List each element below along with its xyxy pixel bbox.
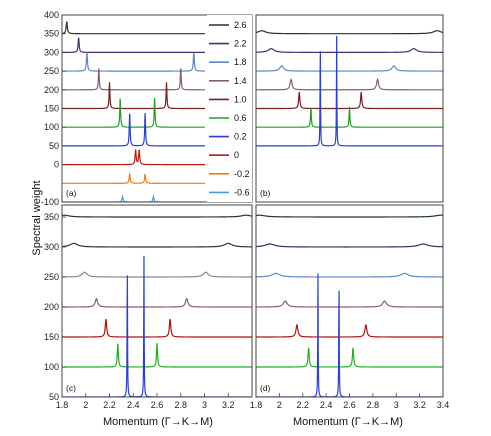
x-tick-label: 2.8 — [174, 400, 187, 410]
panel-frame — [255, 204, 444, 398]
x-tick-label: 2.6 — [343, 400, 356, 410]
x-tick-label: 2.4 — [127, 400, 140, 410]
panel-a: -100 0 50 100 150 200 250 300 350 400 (a) 2.6 2.2 1.8… — [41, 10, 253, 207]
series-line-d-4 — [256, 323, 443, 338]
y-tick-label: -100 — [41, 197, 59, 207]
panel-frame — [255, 14, 444, 203]
series-line-a-8 — [62, 172, 205, 184]
legend-entry: 1.8 — [234, 57, 247, 67]
y-axis-label: Spectral weight — [31, 180, 43, 255]
y-tick-label: 350 — [44, 29, 59, 39]
y-tick-label: 150 — [44, 104, 59, 114]
panel-label: (c) — [66, 383, 76, 393]
legend-entry: -0.2 — [234, 169, 250, 179]
series-line-d-3 — [256, 300, 443, 308]
series-line-a-6 — [62, 112, 205, 147]
series-line-c-2 — [62, 271, 252, 278]
x-tick-label: 3 — [394, 400, 399, 410]
legend-entry: 0 — [234, 150, 239, 160]
x-tick-label: 2.8 — [367, 400, 380, 410]
series-line-c-5 — [62, 342, 252, 368]
y-tick-label: 300 — [44, 242, 59, 252]
series-line-b-0 — [256, 30, 443, 35]
series-line-b-5 — [256, 106, 443, 128]
series-line-c-3 — [62, 297, 252, 308]
series-line-b-2 — [256, 65, 443, 72]
y-tick-label: 200 — [44, 302, 59, 312]
x-tick-label: 3.2 — [413, 400, 426, 410]
y-tick-label: 100 — [44, 362, 59, 372]
legend-entry: 1.4 — [234, 76, 247, 86]
series-line-c-4 — [62, 318, 252, 338]
series-line-b-1 — [256, 48, 443, 53]
legend: 2.6 2.2 1.8 1.4 1.0 0.6 0.2 0 -0.2 -0.6 — [207, 15, 252, 202]
series-line-a-4 — [62, 82, 205, 110]
panel-label: (b) — [260, 188, 271, 198]
x-axis-label-left: Momentum (Γ→K→M) — [103, 416, 213, 428]
x-tick-label: 2.6 — [151, 400, 164, 410]
series-line-a-0 — [62, 21, 205, 35]
panel-d: 1.8 2 2.2 2.4 2.6 2.8 3 3.2 3.4 (d) — [250, 204, 450, 410]
series-line-a-7 — [62, 149, 205, 166]
x-tick-label: 1.8 — [56, 400, 69, 410]
y-tick-label: 400 — [44, 10, 59, 20]
y-tick-label: 350 — [44, 212, 59, 222]
panel-label: (a) — [66, 188, 77, 198]
legend-entry: 2.6 — [234, 20, 247, 30]
x-tick-label: 2 — [277, 400, 282, 410]
x-tick-label: 2.2 — [296, 400, 309, 410]
series-line-c-0 — [62, 214, 252, 218]
series-line-d-2 — [256, 272, 443, 278]
x-tick-label: 3.4 — [437, 400, 450, 410]
panel-b: (b) — [255, 14, 444, 203]
series-line-a-5 — [62, 97, 205, 128]
series-line-b-3 — [256, 78, 443, 91]
x-tick-label: 2.4 — [320, 400, 333, 410]
series-line-d-6 — [256, 273, 443, 397]
legend-entry: -0.6 — [234, 187, 250, 197]
series-line-b-4 — [256, 91, 443, 110]
x-tick-label: 3 — [202, 400, 207, 410]
series-line-a-3 — [62, 68, 205, 91]
y-tick-label: 100 — [44, 122, 59, 132]
y-tick-label: 150 — [44, 332, 59, 342]
x-tick-label: 2.2 — [103, 400, 116, 410]
series-line-c-1 — [62, 242, 252, 248]
legend-entry: 0.2 — [234, 132, 247, 142]
x-tick-label: 3.2 — [222, 400, 235, 410]
y-tick-label: 200 — [44, 85, 59, 95]
panel-label: (d) — [260, 383, 271, 393]
x-tick-label: 1.8 — [250, 400, 263, 410]
panel-frame — [61, 204, 253, 398]
series-line-d-5 — [256, 347, 443, 368]
legend-entry: 2.2 — [234, 39, 247, 49]
series-line-d-0 — [256, 214, 443, 218]
y-tick-label: 50 — [49, 392, 59, 402]
x-axis-label-right: Momentum (Γ→K→M) — [293, 416, 403, 428]
y-tick-label: 250 — [44, 66, 59, 76]
series-line-d-1 — [256, 243, 443, 248]
series-line-a-1 — [62, 37, 205, 53]
series-line-a-2 — [62, 52, 205, 72]
legend-entry: 0.6 — [234, 113, 247, 123]
y-tick-label: 250 — [44, 272, 59, 282]
series-line-b-6 — [256, 35, 443, 147]
y-tick-label: 50 — [49, 141, 59, 151]
legend-entry: 1.0 — [234, 94, 247, 104]
x-tick-label: 2 — [83, 400, 88, 410]
y-tick-label: 300 — [44, 47, 59, 57]
y-tick-label: 0 — [54, 160, 59, 170]
panel-c: 50 100 150 200 250 300 350 1.8 2 2.2 2.4 2.6 2.8 3 3.2… — [44, 204, 253, 410]
